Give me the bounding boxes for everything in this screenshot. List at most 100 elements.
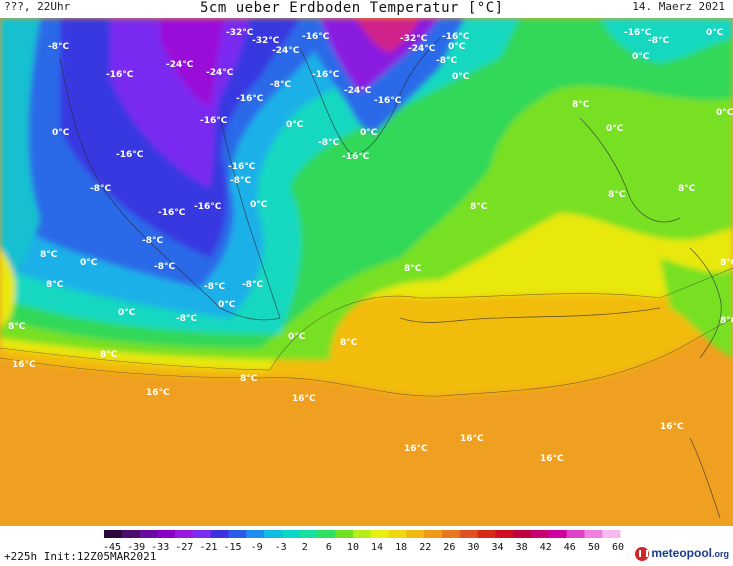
legend-swatch xyxy=(299,530,319,538)
temperature-label: -24°C xyxy=(206,68,234,78)
legend-swatch xyxy=(104,530,123,538)
temperature-label: 0°C xyxy=(288,332,306,342)
temperature-label: -16°C xyxy=(106,70,134,80)
legend-swatch xyxy=(246,530,265,538)
legend-tick-label: -21 xyxy=(199,542,217,553)
temperature-label: -16°C xyxy=(624,28,652,38)
temperature-label: -8°C xyxy=(176,314,197,324)
legend-swatch xyxy=(548,530,568,538)
temperature-label: -16°C xyxy=(442,32,470,42)
forecast-date: 14. Maerz 2021 xyxy=(632,0,725,13)
temperature-label: 8°C xyxy=(720,316,733,326)
legend-tick-label: -33 xyxy=(151,542,169,553)
temperature-label: 8°C xyxy=(340,338,358,348)
legend-tick-label: 14 xyxy=(371,542,383,553)
temperature-label: 8°C xyxy=(608,190,626,200)
temperature-label: -8°C xyxy=(270,80,291,90)
color-legend-ticks: -45 -39 -33 -27 -21 -15 -9 -3 2 6 10 14 18 22 26 30 34 38… xyxy=(103,542,624,553)
temperature-label: -8°C xyxy=(318,138,339,148)
temperature-label: 0°C xyxy=(218,300,236,310)
temperature-map[interactable]: -8°C -32°C -32°C -24°C -16°C -32°C -24°C -16°C 0… xyxy=(0,18,733,526)
legend-swatch xyxy=(370,530,390,538)
legend-tick-label: 34 xyxy=(492,542,504,553)
temperature-label: -32°C xyxy=(252,36,280,46)
legend-swatch xyxy=(388,530,407,538)
temperature-label: -8°C xyxy=(230,176,251,186)
temperature-label: -16°C xyxy=(342,152,370,162)
legend-swatch xyxy=(121,530,141,538)
temperature-label: 8°C xyxy=(404,264,422,274)
legend-swatch xyxy=(335,530,354,538)
isotherms xyxy=(0,267,733,397)
west-coast-zone xyxy=(0,18,40,288)
legend-tick-label: 26 xyxy=(443,542,455,553)
temperature-label: 16°C xyxy=(12,360,36,370)
legend-swatch xyxy=(424,530,443,538)
zone-minus27c xyxy=(160,18,225,108)
meteopool-logo[interactable]: meteopool.org xyxy=(635,546,729,561)
legend-tick-label: 46 xyxy=(564,542,576,553)
temperature-label: 8°C xyxy=(572,100,590,110)
temperature-label: -8°C xyxy=(436,56,457,66)
color-legend-swatches xyxy=(104,530,621,538)
temperature-label: -16°C xyxy=(228,162,256,172)
map-canvas: -8°C-32°C-32°C-24°C-16°C -32°C-24°C-16°C0… xyxy=(0,18,733,526)
temperature-label: -16°C xyxy=(194,202,222,212)
temperature-label: 0°C xyxy=(632,52,650,62)
temperature-label: -8°C xyxy=(48,42,69,52)
temperature-label: -24°C xyxy=(272,46,300,56)
temperature-label: 16°C xyxy=(292,394,316,404)
legend-tick-label: -45 xyxy=(103,542,121,553)
temperature-label: 16°C xyxy=(146,388,170,398)
legend-swatch xyxy=(406,530,425,538)
temperature-label: -32°C xyxy=(400,34,428,44)
temperature-label: 8°C xyxy=(678,184,696,194)
legend-swatch xyxy=(495,530,514,538)
meteopool-logo-icon xyxy=(635,546,650,561)
legend-swatch xyxy=(264,530,283,538)
temperature-label: 0°C xyxy=(452,72,470,82)
legend-tick-label: 22 xyxy=(419,542,431,553)
legend-swatch xyxy=(139,530,158,538)
temperature-label: 0°C xyxy=(606,124,624,134)
temperature-label: -16°C xyxy=(116,150,144,160)
temperature-label: 0°C xyxy=(706,28,724,38)
temperature-label: 0°C xyxy=(286,120,304,130)
legend-tick-label: -9 xyxy=(251,542,263,553)
legend-swatch xyxy=(317,530,336,538)
logo-text: meteopool xyxy=(651,546,712,560)
temperature-label: 0°C xyxy=(448,42,466,52)
color-legend: -45 -39 -33 -27 -21 -15 -9 -3 2 6 10 14 18 22 26 30 34 38… xyxy=(103,530,624,553)
west-warm-strip xyxy=(0,248,16,328)
greenland-peak xyxy=(355,18,420,53)
temperature-label: -16°C xyxy=(200,116,228,126)
temperature-label: 0°C xyxy=(118,308,136,318)
temperature-label: 0°C xyxy=(52,128,70,138)
map-title: 5cm ueber Erdboden Temperatur [°C] xyxy=(200,0,504,16)
temperature-label: 16°C xyxy=(404,444,428,454)
legend-swatch xyxy=(442,530,461,538)
temperature-label: 0°C xyxy=(716,108,733,118)
legend-tick-label: 60 xyxy=(612,542,624,553)
legend-tick-label: 10 xyxy=(347,542,359,553)
legend-swatch xyxy=(175,530,194,538)
temperature-label: 8°C xyxy=(40,250,58,260)
legend-swatch xyxy=(459,530,479,538)
legend-tick-label: 50 xyxy=(588,542,600,553)
legend-swatch xyxy=(566,530,585,538)
legend-tick-label: -27 xyxy=(175,542,193,553)
legend-swatch xyxy=(353,530,372,538)
temperature-label: -24°C xyxy=(344,86,372,96)
legend-tick-label: 2 xyxy=(302,542,308,553)
legend-tick-label: -15 xyxy=(223,542,241,553)
legend-swatch xyxy=(602,530,621,538)
temperature-label: 8°C xyxy=(720,258,733,268)
legend-tick-label: -39 xyxy=(127,542,145,553)
legend-swatch xyxy=(192,530,212,538)
temperature-labels: -8°C-32°C-32°C-24°C-16°C -32°C-24°C-16°C0… xyxy=(8,28,733,464)
temperature-label: 8°C xyxy=(46,280,64,290)
coastlines xyxy=(59,37,722,519)
footer-bar: -45 -39 -33 -27 -21 -15 -9 -3 2 6 10 14 18 22 26 30 34 38… xyxy=(0,526,733,566)
temperature-label: 0°C xyxy=(250,200,268,210)
temperature-label: -8°C xyxy=(154,262,175,272)
